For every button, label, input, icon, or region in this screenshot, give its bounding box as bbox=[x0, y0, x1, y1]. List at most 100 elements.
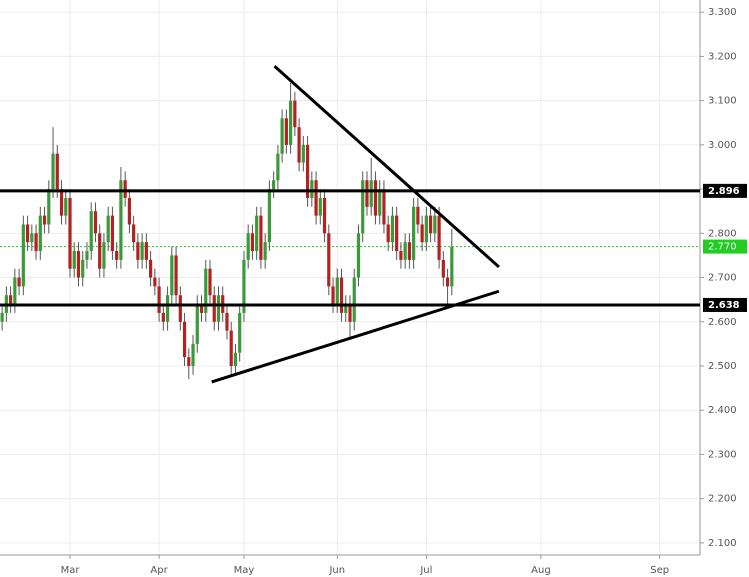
x-tick-label: Sep bbox=[650, 565, 669, 576]
candle-body bbox=[110, 215, 115, 252]
candle-body bbox=[229, 330, 233, 366]
candle-body bbox=[233, 352, 238, 366]
candle-body bbox=[149, 259, 153, 278]
candle-body bbox=[25, 224, 30, 243]
candle-body bbox=[352, 277, 356, 322]
candle-body bbox=[386, 224, 390, 243]
candle-body bbox=[9, 295, 13, 305]
y-tick-label: 3.300 bbox=[708, 7, 737, 18]
candle-body bbox=[85, 251, 89, 260]
y-tick-label: 3.000 bbox=[708, 140, 737, 151]
y-tick-label: 3.100 bbox=[708, 96, 737, 107]
candle-body bbox=[318, 197, 322, 216]
candle-body bbox=[361, 180, 365, 234]
level-label-box bbox=[703, 183, 747, 198]
y-tick-label: 2.800 bbox=[708, 228, 737, 239]
candle-body bbox=[246, 233, 250, 260]
candle-body bbox=[289, 100, 293, 145]
candle-body bbox=[30, 233, 34, 243]
last-price-box bbox=[703, 239, 747, 254]
candle-body bbox=[21, 224, 25, 287]
candle-body bbox=[297, 127, 301, 163]
trendline bbox=[273, 65, 500, 269]
candle-body bbox=[123, 180, 127, 198]
candle-body bbox=[429, 215, 433, 234]
candle-body bbox=[399, 251, 403, 260]
candle-body bbox=[191, 343, 195, 366]
candle-body bbox=[51, 153, 55, 190]
candle-body bbox=[305, 144, 310, 198]
x-tick-label: Jul bbox=[419, 565, 432, 576]
x-tick-label: Mar bbox=[61, 565, 81, 576]
candle-body bbox=[335, 277, 339, 305]
candle-body bbox=[199, 304, 204, 313]
x-tick-label: May bbox=[234, 565, 255, 576]
candle-body bbox=[68, 197, 72, 269]
candle-body bbox=[170, 255, 174, 296]
x-tick-label: Jun bbox=[328, 565, 345, 576]
y-tick-label: 2.700 bbox=[708, 273, 737, 284]
candle-body bbox=[178, 295, 182, 322]
y-tick-label: 2.400 bbox=[708, 405, 737, 416]
candle-body bbox=[348, 304, 352, 322]
candle-body bbox=[13, 277, 17, 305]
candle-body bbox=[0, 312, 4, 322]
candle-body bbox=[34, 233, 38, 252]
candle-body bbox=[195, 304, 199, 344]
y-tick-label: 2.300 bbox=[708, 449, 737, 460]
candle-body bbox=[272, 180, 276, 190]
level-label: 2.638 bbox=[708, 300, 740, 311]
candle-body bbox=[445, 277, 450, 287]
candle-body bbox=[356, 233, 361, 278]
candle-body bbox=[238, 312, 242, 353]
candle-body bbox=[450, 246, 454, 287]
candle-body bbox=[369, 180, 373, 207]
candle-body bbox=[412, 206, 416, 260]
candle-body bbox=[165, 295, 170, 322]
candle-body bbox=[365, 180, 369, 207]
candle-body bbox=[263, 242, 267, 260]
candle-body bbox=[403, 242, 407, 260]
candle-body bbox=[153, 277, 157, 287]
candle-body bbox=[416, 206, 420, 225]
candle-body bbox=[119, 180, 123, 260]
candle-body bbox=[89, 211, 93, 252]
candle-body bbox=[38, 215, 42, 252]
level-label-box bbox=[703, 297, 747, 312]
candle-body bbox=[157, 286, 161, 313]
candle-body bbox=[216, 295, 221, 322]
candle-body bbox=[314, 180, 318, 216]
candle-body bbox=[115, 251, 119, 260]
candle-body bbox=[424, 215, 428, 243]
candle-body bbox=[102, 242, 106, 269]
candle-body bbox=[276, 153, 280, 181]
candle-body bbox=[55, 153, 59, 190]
trendline bbox=[211, 289, 500, 384]
y-tick-label: 3.200 bbox=[708, 51, 737, 62]
candle-body bbox=[420, 224, 424, 243]
candle-body bbox=[344, 304, 348, 313]
candle-body bbox=[293, 100, 297, 128]
candle-body bbox=[132, 224, 136, 243]
candle-body bbox=[81, 259, 85, 278]
candle-body bbox=[161, 312, 165, 322]
candle-body bbox=[187, 357, 191, 366]
candle-body bbox=[59, 189, 64, 216]
candle-body bbox=[382, 189, 386, 225]
candle-body bbox=[17, 277, 21, 287]
candle-body bbox=[267, 189, 271, 243]
candle-body bbox=[136, 242, 140, 260]
candle-body bbox=[259, 215, 263, 260]
x-tick-label: Aug bbox=[531, 565, 551, 576]
candle-body bbox=[64, 197, 68, 216]
candle-body bbox=[378, 189, 382, 216]
candle-body bbox=[390, 215, 395, 243]
candle-body bbox=[127, 197, 131, 225]
candle-body bbox=[395, 215, 399, 252]
y-tick-label: 2.600 bbox=[708, 317, 737, 328]
candle-body bbox=[322, 197, 327, 234]
y-tick-label: 2.500 bbox=[708, 361, 737, 372]
candle-body bbox=[437, 215, 441, 260]
candle-body bbox=[255, 215, 259, 252]
